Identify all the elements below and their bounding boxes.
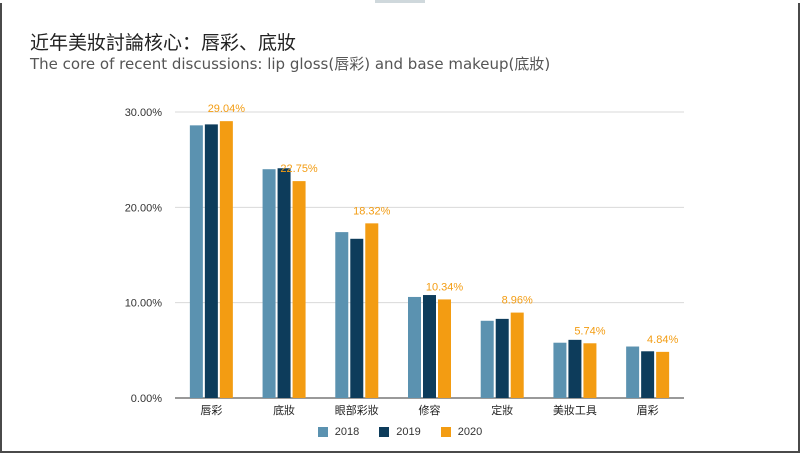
legend-label: 2020: [457, 426, 483, 438]
bar-2019: [495, 318, 509, 398]
x-tick-label: 眼部彩妝: [335, 403, 379, 417]
legend-label: 2019: [396, 426, 421, 438]
legend-swatch: [317, 427, 328, 437]
y-tick-label: 20.00%: [125, 202, 163, 214]
data-label: 18.32%: [353, 205, 391, 217]
bar-2019: [568, 339, 582, 398]
data-label: 5.74%: [574, 325, 605, 337]
chart-subtitle: The core of recent discussions: lip glos…: [30, 55, 551, 73]
top-bar: [0, 0, 800, 3]
x-tick-label: 唇彩: [200, 404, 222, 417]
bar-2019: [277, 168, 291, 398]
bar-2018: [626, 346, 640, 398]
bar-2020: [438, 299, 451, 398]
legend-item: 2019: [379, 426, 421, 438]
legend-swatch: [440, 427, 451, 437]
data-label: 22.75%: [280, 163, 318, 175]
chart-title: 近年美妝討論核心：唇彩、底妝: [30, 32, 297, 54]
data-label: 8.96%: [502, 295, 533, 307]
bar-2020: [365, 223, 379, 398]
data-label: 29.04%: [208, 103, 246, 115]
bar-2018: [335, 232, 349, 398]
chart-legend: 2018 2019 2020: [0, 426, 800, 438]
legend-swatch: [379, 427, 390, 437]
bar-2019: [350, 238, 364, 398]
bar-2018: [408, 296, 421, 398]
x-tick-label: 眉彩: [637, 404, 659, 417]
bar-2020: [510, 312, 524, 398]
bar-2020: [583, 343, 597, 398]
x-tick-label: 底妝: [273, 403, 295, 417]
x-tick-label: 美妝工具: [553, 403, 597, 417]
y-tick-label: 0.00%: [131, 393, 162, 405]
top-bar-marker: [375, 0, 425, 3]
data-label: 4.84%: [647, 334, 678, 346]
legend-item: 2020: [440, 426, 483, 438]
legend-item: 2018: [317, 426, 360, 438]
x-tick-label: 定妝: [491, 403, 513, 417]
legend-label: 2018: [334, 426, 360, 438]
bar-2019: [423, 295, 436, 398]
bar-2018: [262, 169, 276, 398]
bar-2018: [553, 342, 567, 398]
bar-2020: [292, 181, 306, 398]
bar-2018: [189, 125, 203, 398]
y-tick-label: 10.00%: [125, 298, 163, 310]
bar-2019: [641, 351, 655, 398]
data-label: 10.34%: [426, 281, 464, 293]
bar-2018: [480, 320, 494, 398]
y-tick-label: 30.00%: [125, 107, 163, 119]
bar-2020: [219, 121, 233, 398]
bar-2020: [656, 351, 670, 398]
x-tick-label: 修容: [419, 403, 441, 417]
bar-2019: [204, 124, 218, 398]
